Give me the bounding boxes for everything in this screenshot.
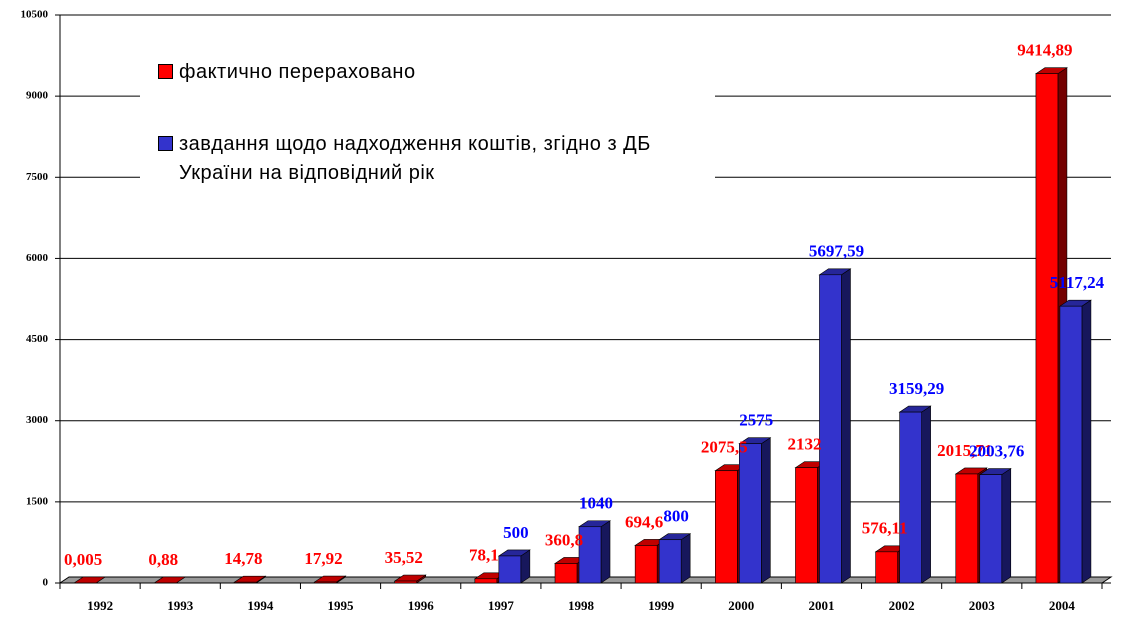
bar [1059, 305, 1083, 584]
bar-side [841, 268, 851, 584]
bar [819, 274, 842, 584]
bar [498, 555, 522, 584]
value-label: 5697,59 [809, 242, 864, 261]
value-label: 1040 [579, 494, 613, 513]
bar [314, 581, 337, 584]
x-tick-label: 1999 [648, 598, 675, 613]
bar [554, 563, 578, 584]
bar [394, 580, 417, 584]
legend-item: завдання щодо надходження коштів, згідно… [158, 130, 719, 188]
x-tick-label: 2000 [728, 598, 754, 613]
bar [474, 578, 498, 584]
legend-label: завдання щодо надходження коштів, згідно… [179, 133, 651, 184]
x-tick-label: 1995 [328, 598, 355, 613]
y-tick-label: 10500 [21, 9, 49, 21]
x-tick-label: 1994 [247, 598, 274, 613]
y-tick-label: 1500 [26, 495, 49, 507]
value-label: 800 [663, 507, 689, 526]
legend-item: фактично перераховано [158, 58, 719, 87]
bar [875, 551, 898, 584]
y-tick-label: 0 [43, 577, 49, 589]
y-tick-label: 4500 [26, 333, 49, 345]
bar-side [600, 520, 611, 584]
x-tick-label: 1998 [568, 598, 595, 613]
value-label: 694,6 [625, 512, 663, 531]
x-tick-label: 2003 [969, 598, 996, 613]
x-tick-label: 1997 [488, 598, 515, 613]
value-label: 2575 [739, 411, 773, 430]
bar [739, 443, 762, 584]
bar-side [921, 405, 931, 584]
value-label: 0,005 [64, 550, 102, 569]
value-label: 2015,71 [937, 441, 992, 460]
x-tick-label: 1996 [408, 598, 435, 613]
value-label: 0,88 [148, 550, 178, 569]
legend-label: фактично перераховано [179, 61, 416, 83]
y-tick-label: 9000 [26, 90, 49, 102]
x-tick-label: 1992 [87, 598, 113, 613]
x-tick-label: 2002 [889, 598, 915, 613]
y-tick-label: 3000 [26, 414, 49, 426]
value-label: 9414,89 [1017, 41, 1072, 60]
y-tick-label: 7500 [26, 171, 49, 183]
value-label: 576,11 [862, 519, 908, 538]
bar [578, 526, 602, 584]
value-label: 360,8 [545, 530, 583, 549]
bar-side [1081, 299, 1092, 584]
bar [715, 470, 738, 584]
value-label: 500 [503, 523, 529, 542]
value-label: 5117,24 [1050, 273, 1105, 292]
value-label: 2132 [787, 435, 821, 454]
legend-swatch [158, 64, 173, 79]
bar [955, 473, 979, 584]
bar-side [680, 533, 691, 584]
bar [234, 581, 257, 584]
bar [658, 539, 682, 584]
x-tick-label: 1993 [167, 598, 194, 613]
bar [795, 467, 818, 584]
value-label: 14,78 [224, 549, 262, 568]
bar [979, 474, 1003, 584]
value-label: 78,1 [469, 546, 499, 565]
legend-swatch [158, 136, 173, 151]
value-label: 17,92 [304, 549, 342, 568]
value-label: 3159,29 [889, 379, 944, 398]
bar [899, 411, 922, 584]
x-tick-label: 2001 [808, 598, 834, 613]
x-tick-label: 2004 [1049, 598, 1076, 613]
y-tick-label: 6000 [26, 252, 49, 264]
bar-side [761, 437, 771, 584]
legend: фактично перераховано завдання щодо надхо… [140, 55, 715, 190]
bar-side [1001, 468, 1012, 584]
value-label: 2075,5 [701, 438, 748, 457]
value-label: 2003,76 [969, 442, 1024, 461]
bar [634, 545, 658, 584]
value-label: 35,52 [385, 548, 423, 567]
bar [1035, 73, 1059, 584]
